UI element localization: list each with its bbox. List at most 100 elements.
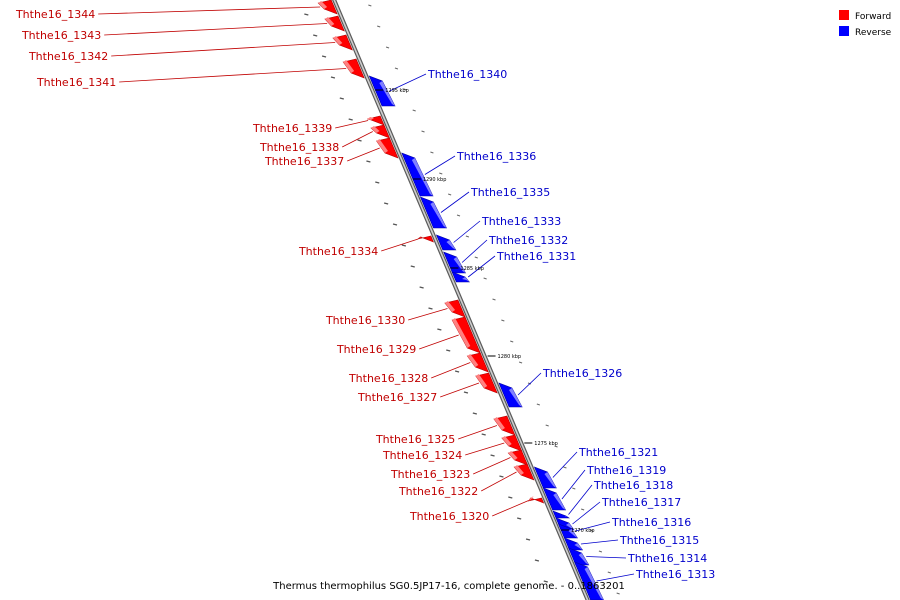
legend-swatch-reverse: [839, 26, 849, 36]
scale-label: 1270 kbp: [571, 528, 595, 534]
gene-label[interactable]: Ththe16_1329: [336, 343, 416, 356]
tick-mark: [394, 67, 399, 70]
tick-mark: [517, 517, 522, 520]
gene-Ththe16_1320[interactable]: [527, 497, 545, 504]
gene-Ththe16_1313[interactable]: [574, 561, 604, 600]
gene-bevel: [508, 388, 523, 407]
tick-mark: [339, 97, 344, 100]
gene-label[interactable]: Ththe16_1340: [427, 68, 507, 81]
gene-label[interactable]: Ththe16_1324: [382, 449, 462, 462]
tick-mark: [421, 130, 425, 133]
gene-bevel: [584, 567, 604, 600]
tick-mark: [348, 118, 353, 121]
legend-swatch-forward: [839, 10, 849, 20]
gene-label[interactable]: Ththe16_1314: [627, 552, 707, 565]
tick-mark: [463, 391, 469, 394]
tick-mark: [589, 529, 594, 532]
gene-label[interactable]: Ththe16_1335: [470, 186, 550, 199]
leader-line: [517, 372, 542, 396]
gene-label[interactable]: Ththe16_1330: [325, 314, 405, 327]
gene-label[interactable]: Ththe16_1338: [259, 141, 339, 154]
tick-mark: [383, 202, 389, 205]
tick-mark: [368, 4, 372, 7]
gene-label[interactable]: Ththe16_1332: [488, 234, 568, 247]
gene-label[interactable]: Ththe16_1319: [586, 464, 666, 477]
gene-label[interactable]: Ththe16_1336: [456, 150, 536, 163]
gene-bevel: [578, 553, 589, 565]
tick-mark: [534, 559, 540, 562]
gene-Ththe16_1334[interactable]: [417, 235, 434, 243]
gene-bevel: [553, 493, 566, 510]
gene-label[interactable]: Ththe16_1313: [635, 568, 715, 581]
gene-label[interactable]: Ththe16_1337: [264, 155, 344, 168]
tick-mark: [492, 298, 496, 301]
gene-label[interactable]: Ththe16_1339: [252, 122, 332, 135]
gene-label[interactable]: Ththe16_1334: [298, 245, 378, 258]
gene-label[interactable]: Ththe16_1323: [390, 468, 470, 481]
tick-mark: [419, 286, 424, 289]
tick-mark: [607, 571, 611, 574]
gene-bevel: [376, 139, 388, 153]
gene-bevel: [565, 523, 575, 530]
tick-mark: [474, 256, 478, 259]
gene-label[interactable]: Ththe16_1315: [619, 534, 699, 547]
gene-labels: Ththe16_1344 Ththe16_1343 Ththe16_1342 Thth…: [15, 6, 715, 582]
gene-label[interactable]: Ththe16_1317: [601, 496, 681, 509]
gene-label[interactable]: Ththe16_1331: [496, 250, 576, 263]
tick-mark: [536, 403, 540, 406]
gene-label[interactable]: Ththe16_1327: [357, 391, 437, 404]
tick-mark: [439, 172, 443, 175]
tick-mark: [447, 193, 452, 196]
leader-line: [481, 471, 517, 492]
gene-bevel: [508, 451, 518, 460]
tick-mark: [616, 592, 620, 595]
leader-line: [342, 131, 373, 148]
tick-mark: [563, 466, 567, 469]
gene-bevel: [544, 472, 557, 488]
leader-line: [408, 308, 448, 321]
gene-bevel: [379, 81, 395, 106]
gene-label[interactable]: Ththe16_1343: [21, 29, 101, 42]
tick-mark: [392, 223, 398, 226]
tick-mark: [499, 475, 504, 478]
gene-label[interactable]: Ththe16_1326: [542, 367, 622, 380]
gene-label[interactable]: Ththe16_1316: [611, 516, 691, 529]
tick-mark: [554, 445, 558, 448]
gene-Ththe16_1318[interactable]: [552, 510, 570, 519]
leader-line: [431, 362, 471, 379]
gene-label[interactable]: Ththe16_1344: [15, 8, 95, 21]
leader-line: [440, 191, 470, 213]
tick-mark: [321, 55, 327, 58]
tick-mark: [545, 424, 549, 427]
gene-bevel: [430, 202, 447, 228]
gene-label[interactable]: Ththe16_1328: [348, 372, 428, 385]
gene-label[interactable]: Ththe16_1318: [593, 479, 673, 492]
scale-label: 1275 kbp: [534, 441, 558, 447]
gene-bevel: [367, 117, 375, 120]
leader-line: [461, 239, 488, 263]
leader-line: [119, 68, 347, 83]
gene-label[interactable]: Ththe16_1321: [578, 446, 658, 459]
gene-label[interactable]: Ththe16_1333: [481, 215, 561, 228]
gene-label[interactable]: Ththe16_1322: [398, 485, 478, 498]
leader-line: [335, 120, 369, 129]
tick-mark: [572, 487, 576, 490]
leader-line: [568, 484, 593, 515]
gene-bevel: [371, 126, 380, 133]
gene-label[interactable]: Ththe16_1325: [375, 433, 455, 446]
gene-bevel: [568, 529, 578, 538]
scale-labels: 1295 kbp 1290 kbp 1285 kbp 1280 kbp 1275 kbp…: [375, 88, 595, 534]
tick-mark: [410, 265, 415, 268]
gene-label[interactable]: Ththe16_1342: [28, 50, 108, 63]
legend: Forward Reverse: [839, 10, 892, 38]
gene-label[interactable]: Ththe16_1320: [409, 510, 489, 523]
gene-label[interactable]: Ththe16_1341: [36, 76, 116, 89]
gene-bevel: [343, 60, 355, 73]
leader-line: [440, 382, 480, 398]
tick-mark: [472, 412, 478, 415]
gene-bevel: [333, 36, 343, 45]
gene-bevel: [318, 1, 328, 9]
tick-mark: [598, 550, 603, 553]
tick-mark: [456, 214, 461, 217]
